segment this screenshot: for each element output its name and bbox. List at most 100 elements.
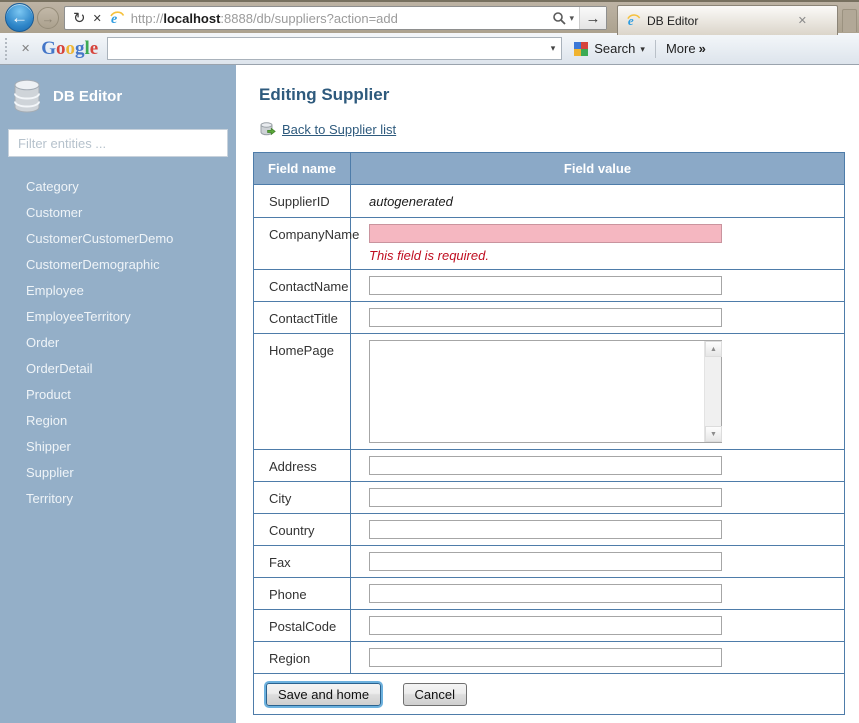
sidebar-item-shipper[interactable]: Shipper (26, 439, 71, 454)
toolbar-search-options-caret-icon[interactable]: ▾ (640, 44, 645, 54)
entity-list: Category Customer CustomerCustomerDemo C… (0, 174, 236, 512)
row-contactname: ContactName (253, 269, 845, 302)
row-contacttitle: ContactTitle (253, 301, 845, 334)
filter-entities-input[interactable] (8, 129, 228, 157)
row-country: Country (253, 513, 845, 546)
back-to-supplier-list-link[interactable]: Back to Supplier list (282, 121, 397, 137)
fax-input[interactable] (369, 552, 722, 571)
toolbar-search-caret-icon[interactable]: ▾ (550, 43, 556, 53)
tab-title: DB Editor (647, 13, 699, 28)
field-name-label: Address (253, 449, 351, 482)
forward-button[interactable]: → (37, 7, 59, 29)
homepage-textarea[interactable]: ▲ ▼ (369, 340, 722, 443)
row-companyname: CompanyName This field is required. (253, 217, 845, 270)
toolbar-more-button[interactable]: More (665, 41, 696, 56)
field-name-label: ContactName (253, 269, 351, 302)
table-header-row: Field name Field value (253, 152, 845, 185)
address-input[interactable] (369, 456, 722, 475)
field-name-label: CompanyName (253, 217, 359, 270)
google-toolbar: ✕ Google ▾ Search ▾ More » (0, 33, 859, 65)
edit-supplier-table: Field name Field value SupplierID autoge… (253, 152, 845, 715)
field-name-label: ContactTitle (253, 301, 351, 334)
field-name-label: Phone (253, 577, 351, 610)
back-button[interactable]: ← (5, 3, 34, 32)
page-title: Editing Supplier (259, 85, 390, 104)
phone-input[interactable] (369, 584, 722, 603)
browser-chrome: ← → ↻ ✕ e http://localhost:8888/db/suppl… (0, 0, 859, 35)
toolbar-grip (5, 37, 7, 60)
companyname-input[interactable] (369, 224, 722, 243)
field-name-label: SupplierID (253, 184, 351, 218)
google-logo: Google (41, 37, 99, 59)
city-input[interactable] (369, 488, 722, 507)
tab-favicon-ie-icon: e (626, 13, 641, 28)
row-phone: Phone (253, 577, 845, 610)
search-icon[interactable] (552, 11, 567, 25)
field-name-header: Field name (253, 152, 351, 185)
scroll-down-icon[interactable]: ▼ (705, 426, 722, 442)
row-homepage: HomePage ▲ ▼ (253, 333, 845, 450)
new-tab-button[interactable] (842, 9, 857, 32)
tab-db-editor[interactable]: e DB Editor ✕ (617, 5, 838, 35)
sidebar: DB Editor Category Customer CustomerCust… (0, 65, 236, 723)
go-button[interactable]: → (579, 7, 606, 29)
row-region: Region (253, 641, 845, 674)
sidebar-item-order[interactable]: Order (26, 335, 60, 350)
ie-icon: e (109, 10, 125, 26)
field-value-header: Field value (350, 152, 845, 185)
field-name-label: Fax (253, 545, 351, 578)
postalcode-input[interactable] (369, 616, 722, 635)
sidebar-item-employee[interactable]: Employee (26, 283, 84, 298)
table-footer-row: Save and home Cancel (253, 673, 845, 715)
field-name-label: HomePage (253, 333, 351, 450)
app-brand: DB Editor (0, 65, 236, 119)
toolbar-close-icon[interactable]: ✕ (21, 43, 31, 55)
sidebar-item-customercustomerdemo[interactable]: CustomerCustomerDemo (26, 231, 174, 246)
field-name-label: PostalCode (253, 609, 351, 642)
toolbar-search-field[interactable]: ▾ (107, 37, 563, 60)
sidebar-item-customer[interactable]: Customer (26, 205, 83, 220)
tab-close-icon[interactable]: ✕ (797, 15, 807, 27)
sidebar-item-category[interactable]: Category (26, 179, 79, 194)
cancel-button[interactable]: Cancel (402, 683, 467, 706)
row-fax: Fax (253, 545, 845, 578)
url-path: :8888/db/suppliers?action=add (220, 10, 398, 26)
row-address: Address (253, 449, 845, 482)
address-bar[interactable]: ↻ ✕ e http://localhost:8888/db/suppliers… (64, 6, 607, 30)
sidebar-item-region[interactable]: Region (26, 413, 68, 428)
sidebar-item-product[interactable]: Product (26, 387, 71, 402)
forward-arrow-icon: → (41, 10, 55, 26)
toolbar-search-input[interactable] (108, 39, 545, 58)
database-icon (12, 77, 42, 115)
refresh-icon[interactable]: ↻ (73, 10, 86, 27)
stop-icon[interactable]: ✕ (92, 12, 102, 25)
contacttitle-input[interactable] (369, 308, 722, 327)
textarea-scrollbar[interactable]: ▲ ▼ (704, 341, 722, 442)
search-dropdown-caret-icon[interactable]: ▾ (569, 12, 574, 23)
save-and-home-button[interactable]: Save and home (266, 683, 382, 706)
scroll-up-icon[interactable]: ▲ (705, 341, 722, 357)
toolbar-more-chevron[interactable]: » (698, 41, 706, 56)
field-name-label: Region (253, 641, 351, 674)
sidebar-item-customerdemographic[interactable]: CustomerDemographic (26, 257, 160, 272)
country-input[interactable] (369, 520, 722, 539)
app-title: DB Editor (53, 87, 123, 105)
autogenerated-value: autogenerated (369, 194, 453, 209)
toolbar-search-button[interactable]: Search (594, 41, 636, 56)
sidebar-item-employeeterritory[interactable]: EmployeeTerritory (26, 309, 131, 324)
back-to-list-icon (259, 121, 276, 137)
toolbar-separator (654, 39, 656, 58)
sidebar-item-orderdetail[interactable]: OrderDetail (26, 361, 93, 376)
main-content: Editing Supplier Back to Supplier list F… (236, 65, 859, 723)
region-input[interactable] (369, 648, 722, 667)
svg-text:e: e (111, 12, 117, 26)
validation-error-message: This field is required. (369, 248, 489, 263)
url-host: localhost (163, 10, 221, 26)
url-text[interactable]: http://localhost:8888/db/suppliers?actio… (131, 11, 398, 26)
contactname-input[interactable] (369, 276, 722, 295)
row-supplierid: SupplierID autogenerated (253, 184, 845, 218)
sidebar-item-supplier[interactable]: Supplier (26, 465, 74, 480)
url-prefix: http:// (130, 10, 164, 26)
sidebar-item-territory[interactable]: Territory (26, 491, 73, 506)
row-postalcode: PostalCode (253, 609, 845, 642)
